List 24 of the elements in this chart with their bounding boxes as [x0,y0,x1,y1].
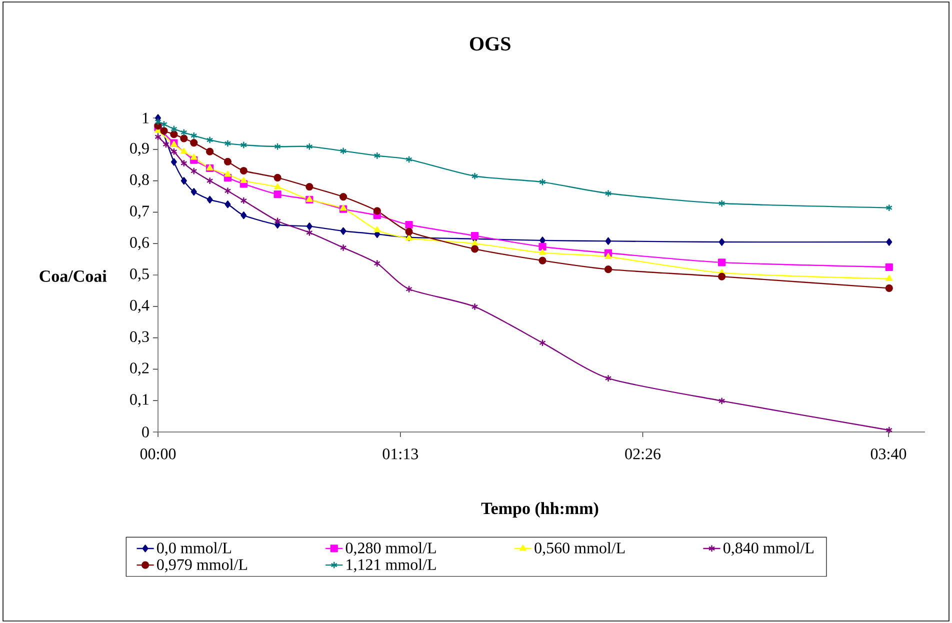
x-tick-label: 00:00 [140,448,176,460]
legend-label: 0,280 mmol/L [346,542,436,556]
y-tick-label: 0 [142,426,149,438]
y-tick-label: 0,4 [130,300,150,313]
y-tick-label: 0,6 [130,237,150,250]
y-tick-label: 0,7 [130,206,150,219]
y-tick-label: 0,2 [130,362,149,376]
legend-label: 0,0 mmol/L [157,542,232,556]
y-tick-label: 0,8 [130,174,149,188]
x-tick-label: 03:40 [870,448,906,460]
y-tick-label: 0,1 [130,394,149,408]
y-tick-label: 0,5 [130,268,149,282]
y-tick-label: 1 [142,112,149,124]
legend-label: 0,979 mmol/L [157,558,248,572]
x-tick-label: 01:13 [382,448,418,460]
legend-label: 0,840 mmol/L [724,542,814,556]
chart-title: OGS [470,37,510,51]
legend-label: 1,121 mmol/L [346,558,436,572]
y-tick-label: 0,9 [130,142,149,156]
x-tick-label: 02:26 [625,448,661,460]
legend-label: 0,560 mmol/L [534,542,625,556]
y-axis-title: Coa/Coai [40,270,107,282]
y-tick-label: 0,3 [130,331,149,344]
x-axis-title: Tempo (hh:mm) [481,502,598,518]
